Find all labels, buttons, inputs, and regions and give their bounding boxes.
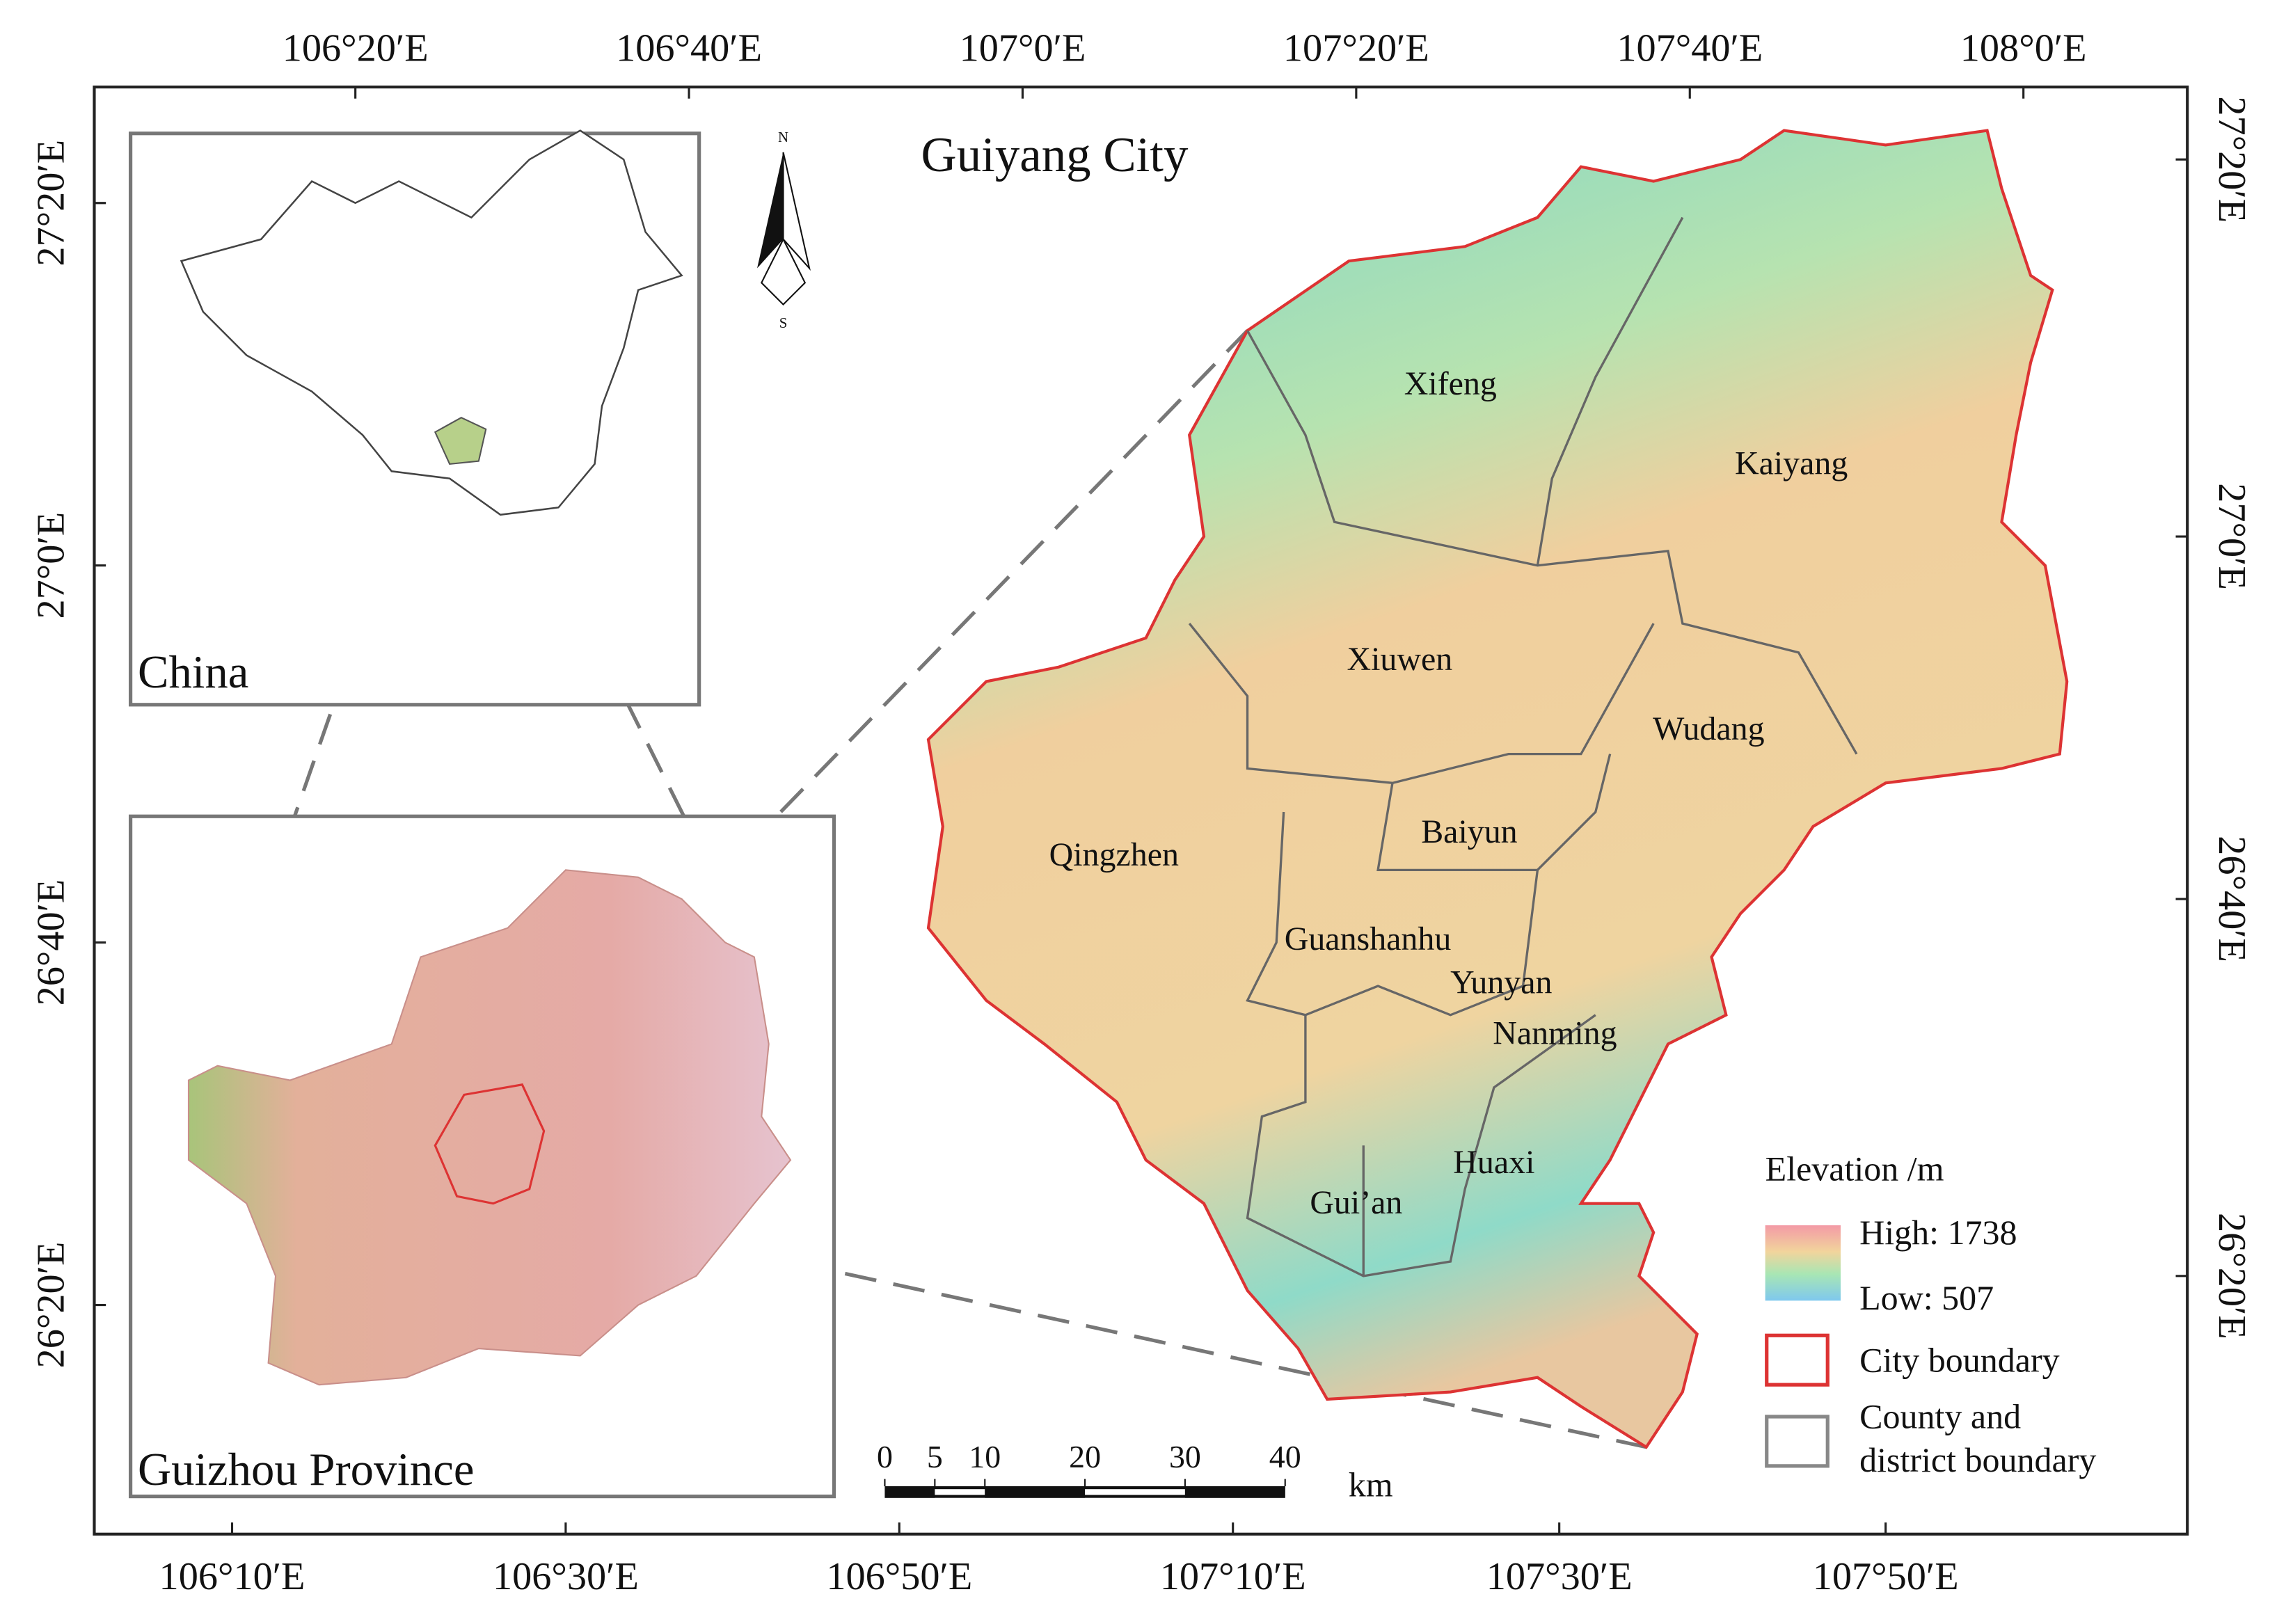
right-coord: 27°0′E [2210, 483, 2253, 590]
bottom-coord: 107°10′E [1160, 1555, 1306, 1598]
south-label: S [779, 315, 788, 331]
left-coord: 27°20′E [30, 140, 73, 266]
district-label: Gui’an [1310, 1184, 1402, 1221]
district-label: Guanshanhu [1285, 921, 1452, 957]
north-label: N [778, 129, 788, 145]
left-coord: 26°40′E [30, 879, 73, 1006]
guizhou-outline [187, 869, 792, 1386]
top-coord: 106°40′E [616, 27, 762, 70]
elevation-ramp [1765, 1225, 1841, 1301]
district-label: Qingzhen [1049, 836, 1179, 873]
legend-low: Low: 507 [1859, 1278, 1994, 1317]
district-boundaries [1188, 216, 1858, 1277]
scale-segment [884, 1486, 935, 1498]
scale-label: 40 [1269, 1439, 1301, 1474]
top-coord: 108°0′E [1960, 27, 2087, 70]
legend-title: Elevation /m [1765, 1149, 1944, 1188]
district-label: Nanming [1493, 1014, 1617, 1051]
right-coord: 26°40′E [2210, 836, 2253, 962]
county-swatch [1765, 1415, 1830, 1468]
guizhou-label: Guizhou Province [138, 1444, 474, 1495]
bottom-coord: 106°30′E [493, 1555, 639, 1598]
district-label: Xiuwen [1347, 641, 1453, 678]
legend-county-1: County and [1859, 1397, 2021, 1436]
scale-label: 5 [927, 1439, 943, 1474]
scale-label: 20 [1069, 1439, 1101, 1474]
legend: Elevation /m High: 1738 Low: 507 City bo… [1765, 1149, 2096, 1479]
right-coord: 27°20′E [2210, 96, 2253, 223]
scale-label: 30 [1169, 1439, 1201, 1474]
scale-segment [985, 1486, 1086, 1498]
north-arrow: N S [757, 129, 811, 331]
top-coord: 106°20′E [283, 27, 429, 70]
top-coord: 107°20′E [1283, 27, 1429, 70]
bottom-coord: 106°10′E [159, 1555, 305, 1598]
guiyang-in-guizhou [434, 1083, 546, 1205]
left-coord: 27°0′E [30, 512, 73, 619]
scale-label: 10 [969, 1439, 1001, 1474]
district-label: Yunyan [1450, 964, 1552, 1001]
legend-high: High: 1738 [1859, 1213, 2017, 1252]
china-label: China [138, 647, 248, 698]
guizhou-highlight [434, 417, 487, 465]
district-label: Kaiyang [1735, 445, 1848, 481]
district-label: Baiyun [1421, 813, 1517, 850]
scale-segment [1184, 1486, 1285, 1498]
bottom-coord: 107°50′E [1813, 1555, 1959, 1598]
scale-segment [1085, 1489, 1185, 1495]
top-coord: 107°40′E [1617, 27, 1763, 70]
guiyang-city [926, 129, 2069, 1449]
scale-unit: km [1349, 1465, 1393, 1504]
legend-county-2: district boundary [1859, 1440, 2096, 1479]
scale-label: 0 [877, 1439, 893, 1474]
top-coord: 107°0′E [960, 27, 1086, 70]
map-frame [93, 85, 2189, 1536]
district-label: Wudang [1653, 710, 1764, 747]
bottom-coord: 106°50′E [826, 1555, 972, 1598]
legend-city: City boundary [1859, 1340, 2060, 1379]
bottom-coord: 107°30′E [1486, 1555, 1633, 1598]
china-outline [180, 129, 683, 516]
left-coord: 26°20′E [30, 1242, 73, 1369]
district-label: Xifeng [1404, 365, 1497, 402]
district-label: Huaxi [1453, 1144, 1534, 1181]
city-swatch [1765, 1333, 1830, 1387]
right-coord: 26°20′E [2210, 1213, 2253, 1339]
scale-segment [935, 1489, 985, 1495]
map-title: Guiyang City [921, 128, 1189, 182]
